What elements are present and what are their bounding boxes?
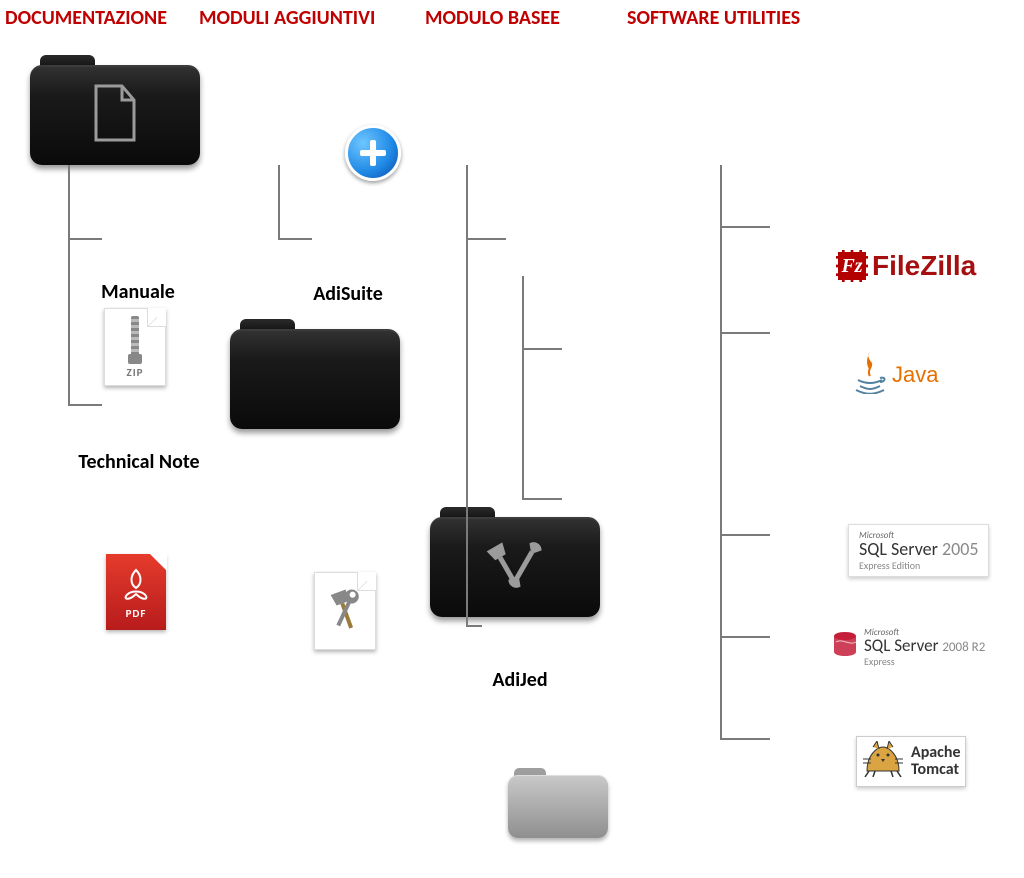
pdf-icon — [120, 566, 152, 607]
tools-icon — [315, 573, 375, 649]
java-text: Java — [892, 362, 938, 388]
tools-icon — [480, 540, 550, 595]
file-adisuite[interactable] — [314, 572, 376, 650]
zip-badge: ZIP — [126, 366, 143, 379]
sql2005-ver: 2005 — [942, 538, 979, 560]
connector — [466, 625, 482, 627]
connector — [720, 165, 722, 740]
brand-sql-2005: Microsoft SQL Server 2005 Express Editio… — [848, 524, 989, 577]
label-manuale: Manuale — [78, 280, 198, 304]
header-software-utilities: SOFTWARE UTILITIES — [627, 6, 800, 30]
subfolder-modulo-base[interactable] — [508, 768, 608, 838]
brand-sql-2008: Microsoft SQL Server 2008 R2 Express — [832, 628, 985, 668]
pdf-badge: PDF — [126, 607, 147, 620]
brand-tomcat: Apache Tomcat — [856, 736, 966, 787]
file-manuale-zip[interactable]: ZIP — [104, 308, 166, 386]
filezilla-icon: Fz — [836, 250, 868, 282]
label-adijed: AdiJed — [470, 668, 570, 692]
tomcat-l1: Apache — [911, 745, 961, 762]
connector — [68, 404, 102, 406]
header-modulo-basee: MODULO BASEE — [425, 6, 560, 30]
connector — [720, 226, 770, 228]
sql2008-name: SQL Server — [864, 635, 939, 656]
filezilla-text: FileZilla — [872, 250, 976, 282]
connector — [720, 636, 770, 638]
folder-moduli-aggiuntivi[interactable] — [230, 319, 400, 429]
connector — [278, 165, 280, 238]
plus-badge-icon — [345, 125, 401, 181]
file-technical-note-pdf[interactable]: PDF — [106, 554, 166, 630]
header-documentazione: DOCUMENTAZIONE — [5, 6, 167, 30]
sql2005-ed: Express Edition — [859, 560, 920, 572]
connector — [522, 498, 562, 500]
tomcat-icon — [861, 741, 905, 782]
java-icon — [852, 350, 888, 399]
folder-documentazione[interactable] — [30, 55, 200, 165]
label-technical-note: Technical Note — [54, 450, 224, 474]
zip-icon — [131, 316, 139, 356]
brand-filezilla: Fz FileZilla — [836, 250, 976, 282]
sql2008-ed: Express — [864, 656, 985, 668]
sql2005-name: SQL Server — [859, 538, 938, 560]
brand-java: Java — [852, 350, 938, 399]
connector — [278, 238, 312, 240]
document-icon — [92, 84, 138, 147]
folder-modulo-base[interactable] — [430, 507, 600, 617]
tomcat-l2: Tomcat — [911, 762, 961, 779]
connector — [68, 238, 102, 240]
sql-server-icon — [832, 630, 858, 665]
connector — [720, 738, 770, 740]
connector — [522, 276, 524, 498]
connector — [466, 165, 468, 625]
header-moduli-aggiuntivi: MODULI AGGIUNTIVI — [199, 6, 375, 30]
connector — [466, 238, 506, 240]
connector — [68, 165, 70, 405]
label-adisuite: AdiSuite — [288, 282, 408, 306]
connector — [720, 332, 770, 334]
connector — [720, 534, 770, 536]
sql2008-ver: 2008 R2 — [942, 640, 985, 655]
connector — [522, 348, 562, 350]
